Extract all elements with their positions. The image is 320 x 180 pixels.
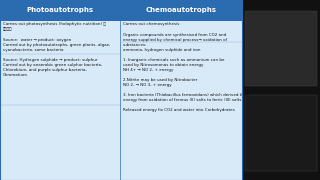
Bar (120, 0, 242, 21)
Bar (245, 95, 317, 171)
Bar (0, 21, 242, 180)
Text: Chemoautotrophs: Chemoautotrophs (145, 7, 216, 13)
Text: Carries out chemosynthesis

Organic compounds are synthesised from CO2 and
energ: Carries out chemosynthesis Organic compo… (123, 22, 249, 112)
Bar (0, 0, 242, 180)
Text: Photoautotrophs: Photoautotrophs (27, 7, 93, 13)
Bar (245, 11, 317, 86)
Bar (0, 0, 120, 21)
Bar (242, 0, 320, 180)
Text: Carries out photosynthesis (holophytic nutrition) 植
物性营养

Source:  water → produ: Carries out photosynthesis (holophytic n… (3, 22, 110, 77)
